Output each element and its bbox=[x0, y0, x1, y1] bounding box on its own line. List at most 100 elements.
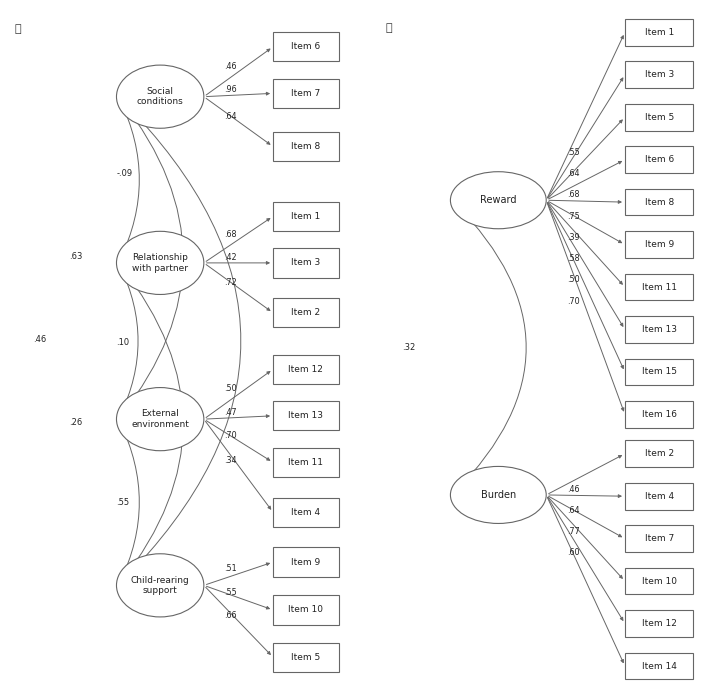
FancyArrowPatch shape bbox=[120, 266, 138, 416]
Text: Item 10: Item 10 bbox=[641, 576, 676, 585]
FancyArrowPatch shape bbox=[121, 100, 241, 583]
Text: Item 9: Item 9 bbox=[644, 240, 673, 249]
Text: Item 7: Item 7 bbox=[291, 89, 320, 98]
FancyBboxPatch shape bbox=[625, 19, 693, 46]
Text: Item 15: Item 15 bbox=[641, 367, 676, 376]
Text: .55: .55 bbox=[223, 588, 237, 597]
Text: Item 13: Item 13 bbox=[641, 325, 676, 334]
Text: .75: .75 bbox=[567, 212, 580, 221]
FancyBboxPatch shape bbox=[625, 316, 693, 343]
Text: .51: .51 bbox=[223, 564, 237, 573]
Text: Item 6: Item 6 bbox=[644, 155, 673, 164]
FancyBboxPatch shape bbox=[625, 189, 693, 215]
FancyBboxPatch shape bbox=[273, 401, 339, 430]
FancyBboxPatch shape bbox=[625, 358, 693, 385]
FancyArrowPatch shape bbox=[120, 100, 139, 260]
Text: .64: .64 bbox=[568, 169, 580, 178]
Text: .68: .68 bbox=[224, 230, 237, 239]
Text: .46: .46 bbox=[224, 62, 237, 71]
Text: .66: .66 bbox=[224, 612, 237, 621]
FancyBboxPatch shape bbox=[273, 202, 339, 231]
Text: .42: .42 bbox=[223, 253, 237, 262]
Ellipse shape bbox=[116, 65, 204, 128]
Text: Item 4: Item 4 bbox=[291, 508, 320, 517]
Ellipse shape bbox=[451, 172, 546, 229]
Text: .68: .68 bbox=[568, 190, 580, 199]
Text: Item 9: Item 9 bbox=[291, 558, 320, 567]
Text: Item 8: Item 8 bbox=[644, 198, 673, 207]
FancyArrowPatch shape bbox=[455, 203, 526, 492]
Text: .26: .26 bbox=[69, 418, 82, 427]
Text: .55: .55 bbox=[116, 498, 130, 507]
Text: Burden: Burden bbox=[480, 490, 516, 500]
Text: Item 7: Item 7 bbox=[644, 534, 673, 543]
Text: Reward: Reward bbox=[480, 195, 517, 206]
Text: Item 11: Item 11 bbox=[288, 458, 323, 467]
Ellipse shape bbox=[116, 554, 204, 617]
Text: External
environment: External environment bbox=[131, 410, 189, 429]
Text: Ⓐ: Ⓐ bbox=[15, 24, 21, 33]
Text: .46: .46 bbox=[33, 335, 46, 344]
Text: Relationship
with partner: Relationship with partner bbox=[132, 253, 188, 273]
Text: Item 3: Item 3 bbox=[291, 258, 320, 267]
Text: Item 13: Item 13 bbox=[288, 411, 323, 420]
Ellipse shape bbox=[451, 466, 546, 523]
FancyArrowPatch shape bbox=[121, 100, 183, 416]
Text: Item 3: Item 3 bbox=[644, 70, 673, 80]
Text: .70: .70 bbox=[567, 296, 580, 305]
Text: .55: .55 bbox=[567, 148, 580, 157]
Text: Item 1: Item 1 bbox=[644, 28, 673, 37]
Text: Item 5: Item 5 bbox=[291, 653, 320, 662]
Text: .63: .63 bbox=[69, 252, 82, 261]
FancyBboxPatch shape bbox=[625, 62, 693, 88]
FancyBboxPatch shape bbox=[273, 595, 339, 625]
FancyBboxPatch shape bbox=[625, 610, 693, 637]
Text: .58: .58 bbox=[567, 254, 580, 263]
FancyBboxPatch shape bbox=[273, 547, 339, 576]
Text: .47: .47 bbox=[223, 408, 237, 417]
FancyBboxPatch shape bbox=[273, 448, 339, 477]
Text: .64: .64 bbox=[224, 112, 237, 121]
FancyBboxPatch shape bbox=[273, 643, 339, 672]
Text: Social
conditions: Social conditions bbox=[137, 87, 183, 107]
Text: .60: .60 bbox=[568, 549, 580, 558]
Text: .32: .32 bbox=[403, 343, 416, 352]
FancyBboxPatch shape bbox=[273, 498, 339, 527]
Ellipse shape bbox=[116, 231, 204, 295]
FancyBboxPatch shape bbox=[625, 483, 693, 509]
FancyBboxPatch shape bbox=[273, 132, 339, 161]
Text: .39: .39 bbox=[567, 233, 580, 242]
FancyBboxPatch shape bbox=[625, 401, 693, 428]
Text: .50: .50 bbox=[567, 275, 580, 284]
Text: .50: .50 bbox=[223, 384, 237, 393]
Text: .10: .10 bbox=[116, 338, 130, 347]
Text: Item 5: Item 5 bbox=[644, 113, 673, 122]
FancyBboxPatch shape bbox=[625, 440, 693, 467]
FancyBboxPatch shape bbox=[625, 231, 693, 258]
Text: Item 8: Item 8 bbox=[291, 142, 320, 151]
Ellipse shape bbox=[116, 388, 204, 450]
Text: Item 11: Item 11 bbox=[641, 282, 676, 291]
Text: Item 12: Item 12 bbox=[288, 365, 323, 374]
FancyBboxPatch shape bbox=[273, 354, 339, 384]
Text: .77: .77 bbox=[567, 527, 580, 536]
Text: Ⓑ: Ⓑ bbox=[385, 23, 392, 33]
FancyBboxPatch shape bbox=[625, 653, 693, 680]
Text: Item 1: Item 1 bbox=[291, 212, 320, 221]
Text: .96: .96 bbox=[223, 85, 237, 94]
FancyBboxPatch shape bbox=[625, 104, 693, 131]
FancyBboxPatch shape bbox=[625, 525, 693, 552]
FancyBboxPatch shape bbox=[273, 33, 339, 62]
Text: Item 6: Item 6 bbox=[291, 42, 320, 51]
FancyArrowPatch shape bbox=[120, 423, 139, 582]
Text: Item 4: Item 4 bbox=[644, 492, 673, 501]
Text: Child-rearing
support: Child-rearing support bbox=[131, 576, 189, 595]
FancyBboxPatch shape bbox=[273, 79, 339, 108]
Text: .46: .46 bbox=[568, 484, 580, 493]
FancyBboxPatch shape bbox=[273, 248, 339, 277]
Text: Item 14: Item 14 bbox=[641, 662, 676, 671]
Text: .72: .72 bbox=[223, 278, 237, 287]
FancyArrowPatch shape bbox=[121, 266, 183, 583]
FancyBboxPatch shape bbox=[625, 274, 693, 300]
Text: Item 12: Item 12 bbox=[641, 619, 676, 628]
